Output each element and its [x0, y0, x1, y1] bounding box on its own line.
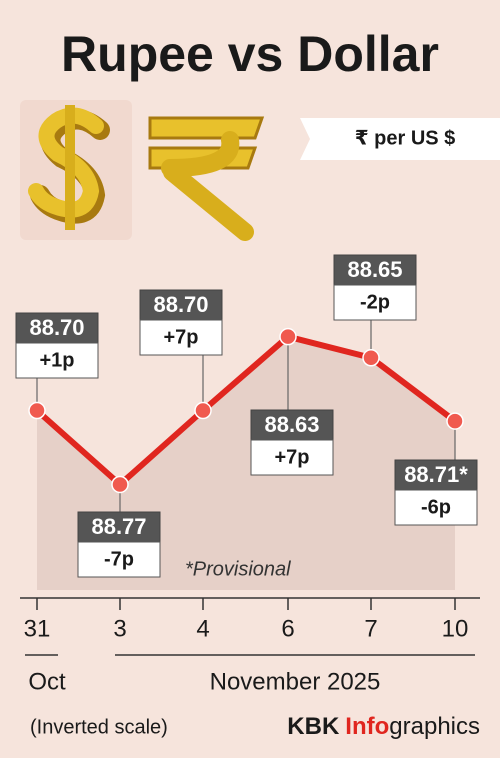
label-body: [77, 541, 161, 578]
scale-note: (Inverted scale): [30, 716, 168, 738]
marker: [362, 349, 380, 367]
label-body: [250, 439, 334, 476]
unit-label: ₹ per US $: [355, 127, 456, 149]
line: [35, 333, 457, 488]
currency-icons: [20, 100, 265, 241]
change-label: +1p: [39, 349, 74, 371]
x-tick-label: 3: [113, 615, 126, 642]
value-label: 88.77: [91, 514, 146, 539]
credit-highlight: Info: [345, 713, 389, 740]
change-label: +7p: [163, 326, 198, 348]
plot: 31 3 4 6 7 10 88.70 +1p 88.77 -7p 88.70 +7p 88.63 +7p…: [15, 254, 478, 642]
note: *Provisional: [185, 558, 291, 580]
label-head: [77, 511, 161, 543]
x-tick-label: 31: [24, 615, 51, 642]
credit-suffix: graphics: [389, 713, 480, 740]
dollar-sign: [28, 107, 104, 218]
value-label: 88.71*: [404, 462, 468, 487]
x-tick-label: 10: [442, 615, 469, 642]
x-tick-label: 4: [196, 615, 209, 642]
label-body: [139, 319, 223, 356]
chart-title: Rupee vs Dollar: [61, 26, 439, 82]
x-tick-label: 6: [281, 615, 294, 642]
change-label: -6p: [421, 496, 451, 518]
credit-prefix: KBK: [287, 713, 340, 740]
label-body: [333, 284, 417, 321]
value-label: 88.65: [347, 257, 402, 282]
marker: [446, 412, 464, 430]
month-label: November 2025: [210, 668, 381, 695]
label-head: [394, 459, 478, 491]
label-body: [15, 342, 99, 379]
credit: KBK Infographics: [287, 713, 480, 740]
marker: [28, 401, 46, 420]
month-label: Oct: [28, 668, 66, 695]
change-label: +7p: [274, 446, 309, 468]
value-label: 88.70: [153, 292, 208, 317]
change-label: -7p: [104, 548, 134, 570]
marker: [111, 475, 129, 494]
rupee-sign: [161, 131, 254, 241]
value-label: 88.63: [264, 412, 319, 437]
label-head: [15, 312, 99, 344]
value-label: 88.70: [29, 315, 84, 340]
label-head: [250, 409, 334, 441]
marker: [279, 327, 297, 346]
label-head: [333, 254, 417, 286]
x-tick-label: 7: [364, 615, 377, 642]
label-body: [394, 489, 478, 526]
label-head: [139, 289, 223, 321]
unit-box: [300, 118, 500, 160]
marker: [194, 401, 212, 420]
change-label: -2p: [360, 291, 390, 313]
